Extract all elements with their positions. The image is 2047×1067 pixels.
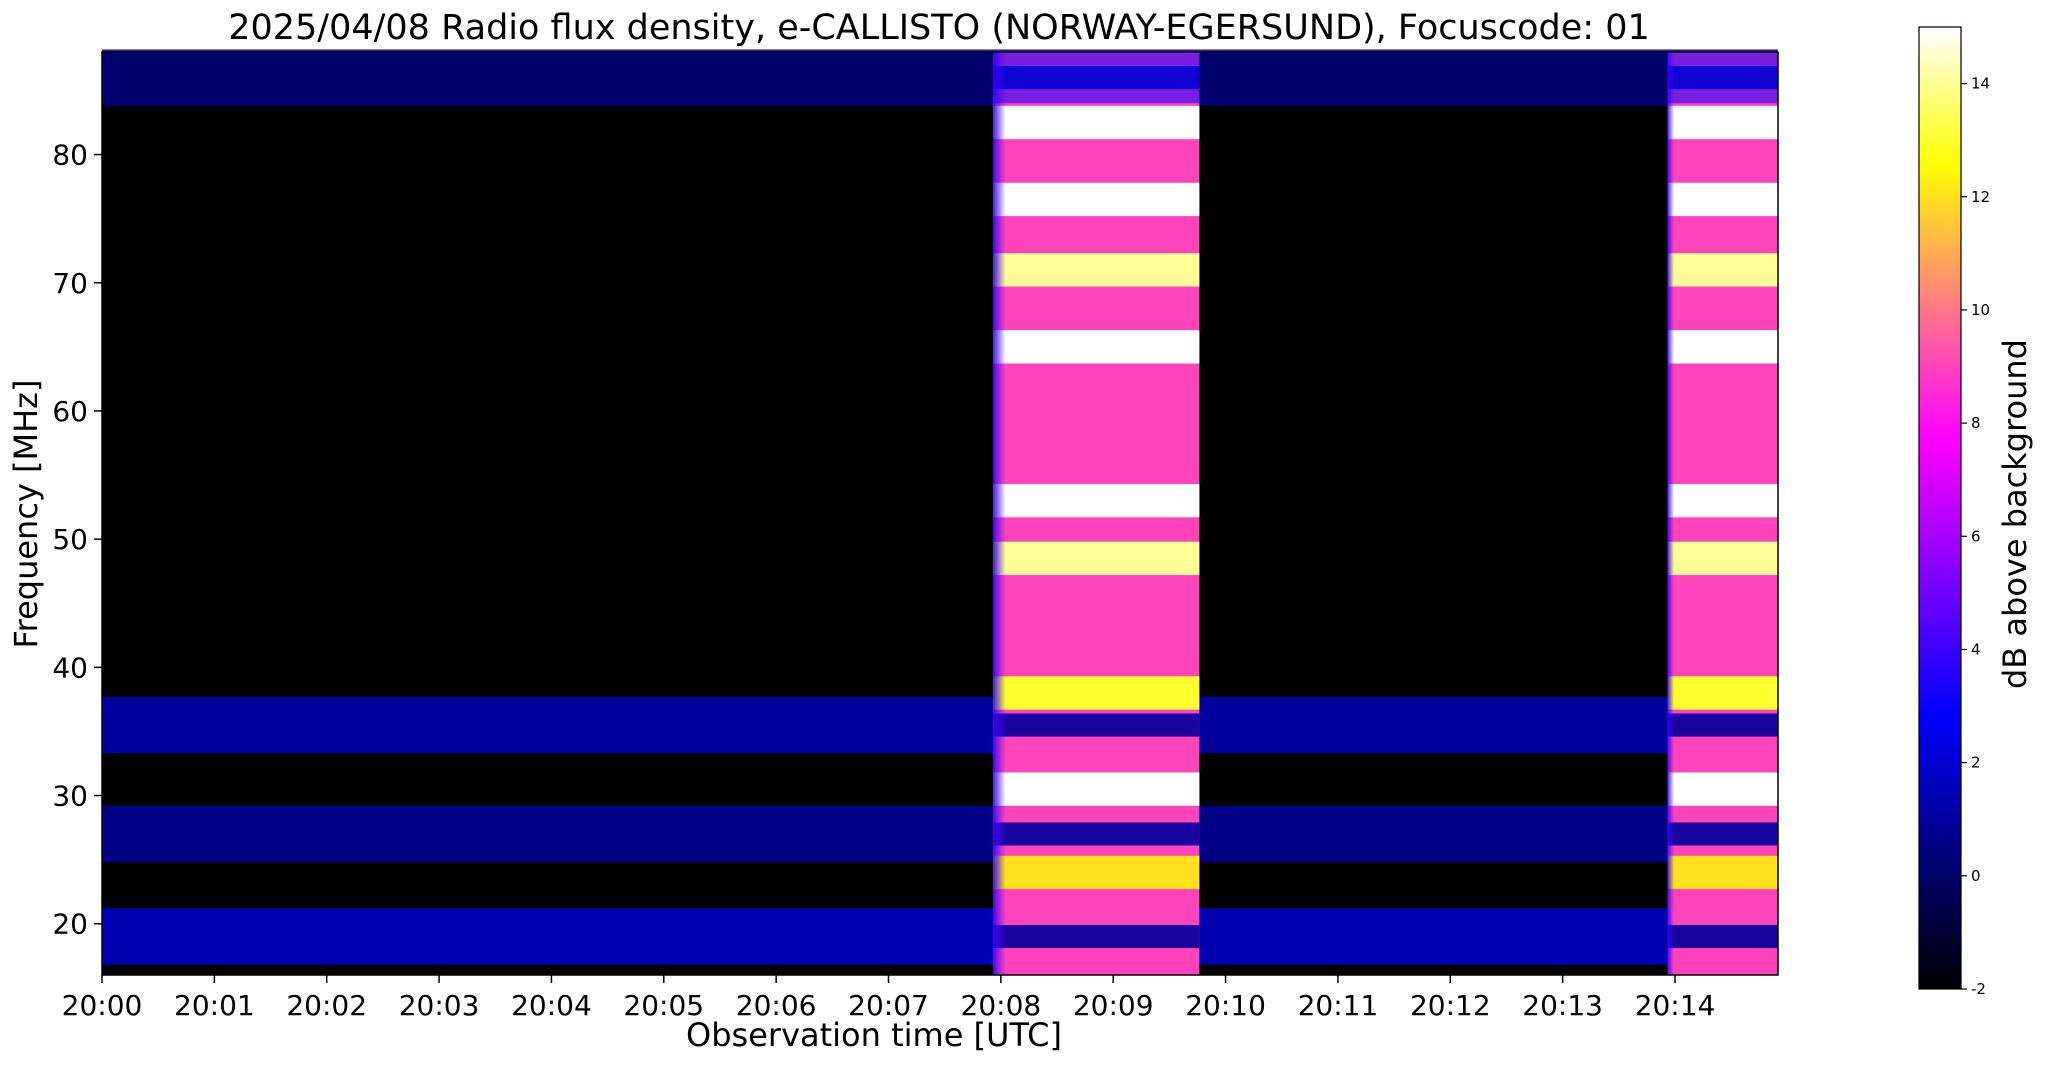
background-bands [102, 49, 1778, 965]
x-tick-label: 20:08 [961, 989, 1042, 1022]
y-tick-label: 80 [52, 139, 88, 172]
x-tick-label: 20:10 [1185, 989, 1266, 1022]
y-tick-label: 40 [52, 651, 88, 684]
x-tick-label: 20:03 [399, 989, 480, 1022]
colorbar-tick-label: 12 [1971, 188, 1990, 206]
y-tick-label: 20 [52, 908, 88, 941]
background-band [102, 696, 1778, 754]
background-band [102, 805, 1778, 863]
burst-region [1667, 52, 1778, 975]
background-band [102, 49, 1778, 106]
x-tick-label: 20:02 [286, 989, 367, 1022]
y-axis: 20 30 40 50 60 70 80 [52, 139, 102, 941]
x-tick-label: 20:00 [62, 989, 143, 1022]
y-axis-label: Frequency [MHz] [7, 380, 45, 649]
y-tick-label: 50 [52, 523, 88, 556]
x-tick-label: 20:01 [174, 989, 255, 1022]
x-tick-label: 20:05 [623, 989, 704, 1022]
colorbar-tick-label: 14 [1971, 75, 1990, 93]
colorbar-ticks: -2 0 2 4 6 8 10 12 14 [1961, 75, 1990, 998]
burst-regions [993, 52, 1778, 975]
x-axis-label: Observation time [UTC] [686, 1016, 1062, 1054]
colorbar-tick-label: 0 [1971, 867, 1981, 885]
colorbar-tick-label: 6 [1971, 527, 1981, 545]
plot-area [101, 49, 1779, 976]
x-axis: 20:00 20:01 20:02 20:03 20:04 20:05 20:06 20:07… [62, 975, 1716, 1022]
burst-region [993, 52, 1200, 975]
plot-frame [101, 51, 1779, 976]
y-tick-label: 60 [52, 395, 88, 428]
x-tick-label: 20:13 [1522, 989, 1603, 1022]
colorbar-tick-label: -2 [1971, 980, 1986, 998]
x-tick-label: 20:09 [1073, 989, 1154, 1022]
burst-edge [1667, 52, 1778, 975]
colorbar-tick-label: 2 [1971, 754, 1981, 772]
x-tick-label: 20:14 [1635, 989, 1716, 1022]
x-tick-label: 20:06 [736, 989, 817, 1022]
x-tick-label: 20:04 [511, 989, 592, 1022]
colorbar-tick-label: 10 [1971, 301, 1990, 319]
chart-title: 2025/04/08 Radio flux density, e-CALLIST… [228, 8, 1650, 48]
y-tick-label: 70 [52, 267, 88, 300]
burst-edge [993, 52, 1200, 975]
colorbar-label: dB above background [1996, 339, 2034, 689]
colorbar: -2 0 2 4 6 8 10 12 14 dB above background [1918, 26, 2034, 998]
x-tick-label: 20:07 [848, 989, 929, 1022]
x-tick-label: 20:11 [1298, 989, 1379, 1022]
colorbar-gradient [1918, 26, 1962, 990]
colorbar-tick-label: 8 [1971, 414, 1981, 432]
y-tick-label: 30 [52, 780, 88, 813]
background-band [102, 908, 1778, 965]
colorbar-tick-label: 4 [1971, 640, 1981, 658]
x-tick-label: 20:12 [1410, 989, 1491, 1022]
